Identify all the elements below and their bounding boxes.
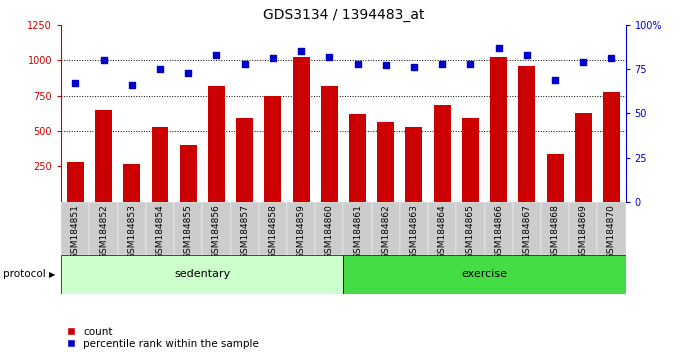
- Point: [98, 57, 109, 63]
- Text: GSM184851: GSM184851: [71, 205, 80, 259]
- Bar: [597, 202, 626, 255]
- Legend: count, percentile rank within the sample: count, percentile rank within the sample: [67, 327, 259, 349]
- Text: sedentary: sedentary: [174, 269, 231, 279]
- Text: GSM184862: GSM184862: [381, 205, 390, 259]
- Text: exercise: exercise: [462, 269, 507, 279]
- Text: ▶: ▶: [49, 270, 56, 279]
- Bar: [400, 202, 428, 255]
- Bar: [349, 114, 366, 202]
- Bar: [569, 202, 597, 255]
- Bar: [231, 202, 258, 255]
- Bar: [123, 164, 140, 202]
- Bar: [316, 202, 343, 255]
- Text: GSM184870: GSM184870: [607, 205, 616, 259]
- Text: GSM184854: GSM184854: [156, 205, 165, 259]
- Bar: [95, 110, 112, 202]
- Title: GDS3134 / 1394483_at: GDS3134 / 1394483_at: [262, 8, 424, 22]
- Text: GSM184863: GSM184863: [409, 205, 418, 259]
- Bar: [462, 118, 479, 202]
- Text: GSM184865: GSM184865: [466, 205, 475, 259]
- Text: GSM184853: GSM184853: [127, 205, 136, 259]
- Point: [296, 48, 307, 54]
- Bar: [575, 113, 592, 202]
- Text: GSM184852: GSM184852: [99, 205, 108, 259]
- Point: [606, 56, 617, 61]
- Text: protocol: protocol: [3, 269, 46, 279]
- Bar: [321, 86, 338, 202]
- Point: [409, 64, 420, 70]
- Point: [183, 70, 194, 75]
- Bar: [371, 202, 400, 255]
- Bar: [174, 202, 203, 255]
- Bar: [456, 202, 484, 255]
- Text: GSM184858: GSM184858: [269, 205, 277, 259]
- Bar: [513, 202, 541, 255]
- Bar: [603, 92, 620, 202]
- Bar: [208, 86, 225, 202]
- Bar: [547, 154, 564, 202]
- Bar: [518, 66, 535, 202]
- Bar: [405, 127, 422, 202]
- Text: GSM184861: GSM184861: [353, 205, 362, 259]
- Point: [211, 52, 222, 58]
- Bar: [434, 105, 451, 202]
- Text: GSM184857: GSM184857: [240, 205, 249, 259]
- Bar: [146, 202, 174, 255]
- Bar: [203, 202, 231, 255]
- Bar: [377, 122, 394, 202]
- Text: GSM184856: GSM184856: [212, 205, 221, 259]
- Text: GSM184866: GSM184866: [494, 205, 503, 259]
- Text: GSM184864: GSM184864: [438, 205, 447, 259]
- Bar: [484, 202, 513, 255]
- Bar: [180, 145, 197, 202]
- Bar: [343, 255, 626, 294]
- Point: [267, 56, 278, 61]
- Bar: [292, 57, 309, 202]
- Point: [126, 82, 137, 88]
- Bar: [118, 202, 146, 255]
- Bar: [152, 127, 169, 202]
- Point: [324, 54, 335, 59]
- Text: GSM184867: GSM184867: [522, 205, 531, 259]
- Bar: [287, 202, 315, 255]
- Point: [70, 80, 81, 86]
- Bar: [343, 202, 371, 255]
- Bar: [541, 202, 569, 255]
- Point: [437, 61, 447, 67]
- Bar: [61, 255, 343, 294]
- Bar: [490, 57, 507, 202]
- Text: GSM184859: GSM184859: [296, 205, 305, 259]
- Bar: [236, 118, 253, 202]
- Point: [239, 61, 250, 67]
- Bar: [90, 202, 118, 255]
- Bar: [258, 202, 287, 255]
- Point: [352, 61, 363, 67]
- Point: [578, 59, 589, 65]
- Text: GSM184869: GSM184869: [579, 205, 588, 259]
- Bar: [265, 96, 282, 202]
- Point: [465, 61, 476, 67]
- Point: [493, 45, 504, 51]
- Bar: [67, 162, 84, 202]
- Point: [380, 63, 391, 68]
- Text: GSM184868: GSM184868: [551, 205, 560, 259]
- Point: [522, 52, 532, 58]
- Point: [549, 77, 560, 82]
- Bar: [428, 202, 456, 255]
- Text: GSM184860: GSM184860: [325, 205, 334, 259]
- Point: [154, 66, 165, 72]
- Text: GSM184855: GSM184855: [184, 205, 192, 259]
- Bar: [61, 202, 90, 255]
